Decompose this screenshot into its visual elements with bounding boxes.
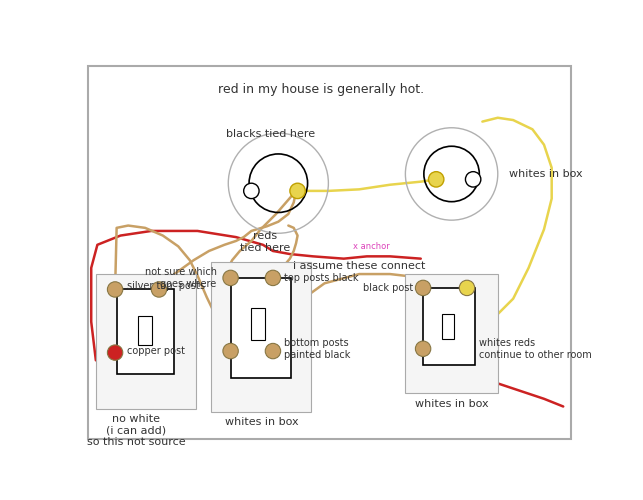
Circle shape: [459, 280, 475, 295]
Circle shape: [415, 280, 431, 295]
Text: whites in box: whites in box: [224, 416, 298, 426]
Circle shape: [466, 172, 481, 187]
Text: i assume these connect: i assume these connect: [293, 262, 426, 272]
Text: whites reds
continue to other room: whites reds continue to other room: [478, 338, 592, 359]
Bar: [442, 314, 454, 338]
Text: whites in box: whites in box: [509, 169, 583, 179]
Circle shape: [244, 183, 259, 198]
Circle shape: [428, 172, 444, 187]
Text: silver top  posts: silver top posts: [127, 280, 204, 290]
Text: bottom posts
painted black: bottom posts painted black: [284, 338, 351, 359]
Text: not sure which
goes where: not sure which goes where: [145, 267, 217, 288]
Circle shape: [107, 345, 123, 360]
Text: copper post: copper post: [127, 346, 185, 356]
Text: reds
tied here: reds tied here: [240, 231, 291, 252]
Text: blacks tied here: blacks tied here: [226, 130, 315, 140]
Circle shape: [151, 282, 167, 297]
Text: red in my house is generally hot.: red in my house is generally hot.: [217, 83, 424, 96]
Circle shape: [107, 282, 123, 297]
Bar: [116, 290, 174, 374]
Bar: [138, 316, 152, 345]
Circle shape: [266, 270, 280, 285]
Circle shape: [266, 344, 280, 359]
Circle shape: [290, 183, 305, 198]
Bar: [96, 274, 196, 409]
Circle shape: [223, 270, 239, 285]
Text: no white
(i can add)
so this not source: no white (i can add) so this not source: [87, 414, 185, 448]
Bar: [251, 308, 266, 340]
Text: black post: black post: [363, 283, 413, 293]
Bar: [423, 288, 475, 365]
Circle shape: [223, 344, 239, 359]
Circle shape: [415, 341, 431, 356]
Bar: [212, 262, 311, 412]
Bar: [231, 278, 291, 378]
Text: whites in box: whites in box: [415, 399, 489, 409]
Text: x anchor: x anchor: [353, 242, 390, 251]
Text: top posts black: top posts black: [284, 273, 359, 283]
Bar: [405, 274, 498, 394]
